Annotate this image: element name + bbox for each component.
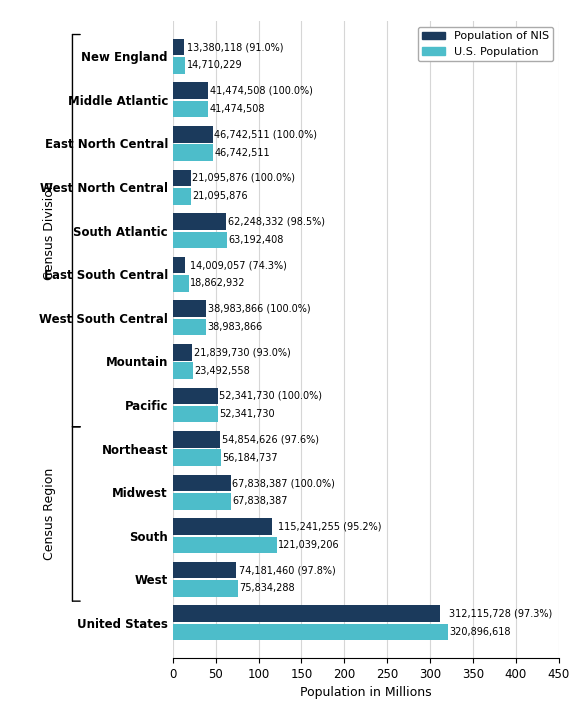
Text: 74,181,460 (97.8%): 74,181,460 (97.8%) [239,565,336,575]
Text: 21,839,730 (93.0%): 21,839,730 (93.0%) [194,347,291,358]
Bar [173,144,213,161]
Bar [173,623,448,641]
Text: 46,742,511 (100.0%): 46,742,511 (100.0%) [214,129,317,139]
Text: 18,862,932: 18,862,932 [190,278,246,288]
Text: 38,983,866: 38,983,866 [207,322,263,332]
Text: 13,380,118 (91.0%): 13,380,118 (91.0%) [187,42,283,52]
Text: 23,492,558: 23,492,558 [194,365,250,375]
Text: 52,341,730 (100.0%): 52,341,730 (100.0%) [219,391,322,401]
Text: 121,039,206: 121,039,206 [278,540,339,550]
Bar [173,232,227,248]
Text: 63,192,408: 63,192,408 [228,235,283,245]
Bar [173,319,206,335]
Text: 115,241,255 (95.2%): 115,241,255 (95.2%) [278,522,381,532]
Bar [173,126,213,142]
Bar [173,300,206,317]
Text: 67,838,387 (100.0%): 67,838,387 (100.0%) [232,478,335,488]
X-axis label: Population in Millions: Population in Millions [300,686,431,699]
Bar [173,406,218,423]
Bar [173,475,231,491]
Text: 21,095,876 (100.0%): 21,095,876 (100.0%) [192,173,295,183]
Text: 46,742,511: 46,742,511 [214,147,270,157]
Text: 14,009,057 (74.3%): 14,009,057 (74.3%) [190,260,287,270]
Bar [173,57,185,74]
Text: 38,983,866 (100.0%): 38,983,866 (100.0%) [207,304,310,314]
Text: 52,341,730: 52,341,730 [219,409,275,419]
Bar [173,450,221,466]
Bar [173,169,191,186]
Text: 54,854,626 (97.6%): 54,854,626 (97.6%) [222,435,319,445]
Text: 320,896,618: 320,896,618 [449,627,511,637]
Text: 67,838,387: 67,838,387 [232,496,288,506]
Bar [173,188,191,204]
Bar [173,363,193,379]
Bar [173,388,218,404]
Text: 41,474,508: 41,474,508 [210,104,265,114]
Bar [173,606,441,622]
Bar [173,344,192,360]
Text: Census Region: Census Region [43,468,56,560]
Bar [173,257,185,273]
Text: 56,184,737: 56,184,737 [222,453,278,463]
Text: 62,248,332 (98.5%): 62,248,332 (98.5%) [228,217,325,227]
Text: 75,834,288: 75,834,288 [239,583,295,593]
Text: 41,474,508 (100.0%): 41,474,508 (100.0%) [210,86,313,96]
Bar [173,101,209,117]
Text: 14,710,229: 14,710,229 [187,61,242,71]
Bar [173,518,272,535]
Bar [173,39,184,56]
Bar [173,537,276,553]
Bar [173,275,189,292]
Bar [173,580,238,597]
Bar [173,213,226,230]
Text: 312,115,728 (97.3%): 312,115,728 (97.3%) [449,608,552,618]
Text: Census Division: Census Division [43,182,56,280]
Legend: Population of NIS, U.S. Population: Population of NIS, U.S. Population [418,27,553,61]
Bar [173,82,209,99]
Bar [173,562,236,578]
Text: 21,095,876: 21,095,876 [192,191,248,201]
Bar [173,431,220,448]
Bar [173,493,231,510]
